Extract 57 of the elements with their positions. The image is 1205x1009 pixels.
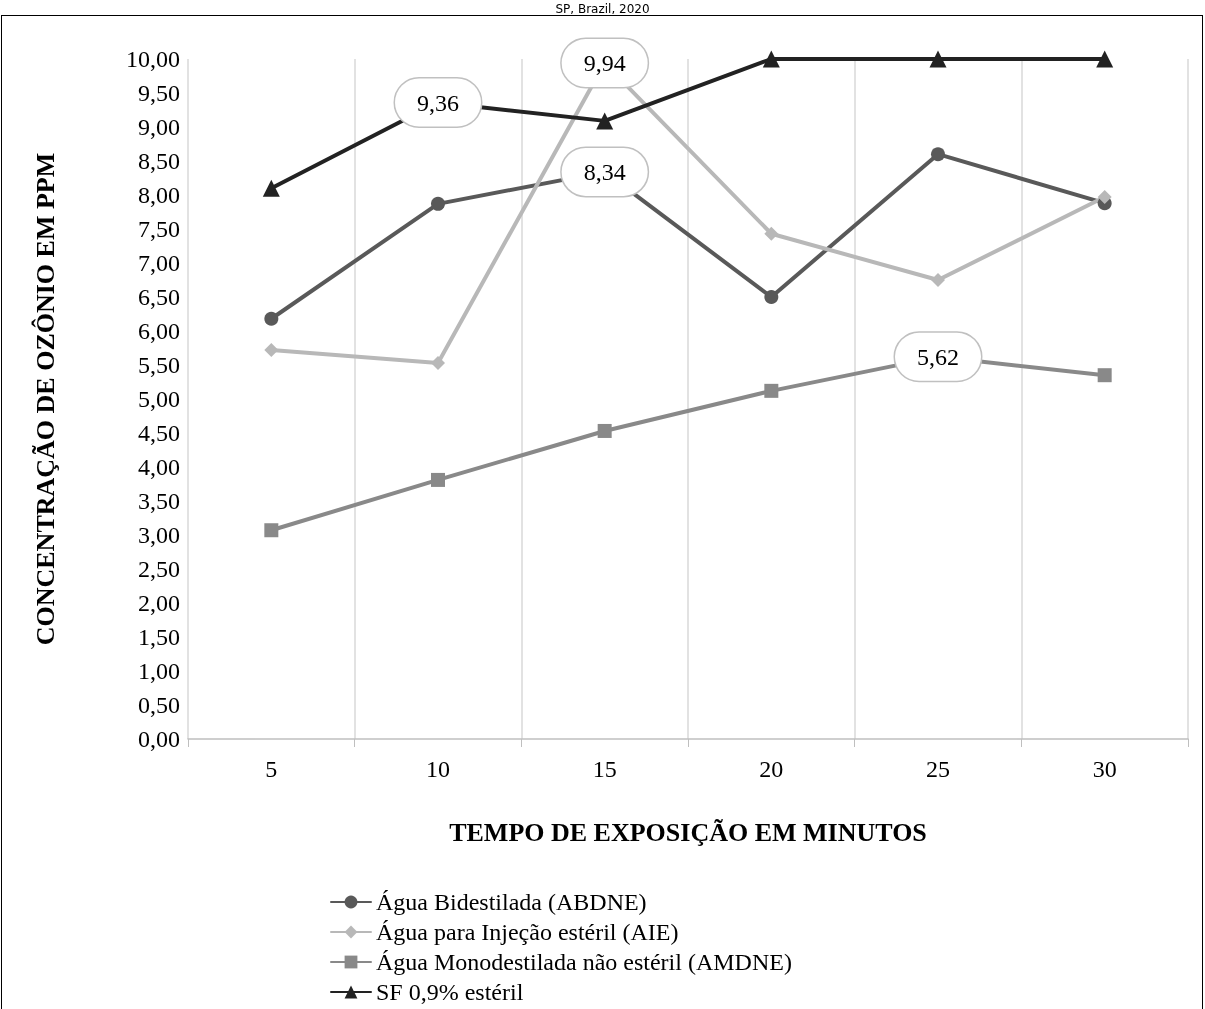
y-tick-label: 5,50 — [138, 352, 180, 378]
point — [431, 355, 445, 370]
point — [264, 343, 279, 358]
legend-label: SF 0,9% estéril — [376, 979, 524, 1005]
y-tick-label: 3,50 — [138, 488, 180, 514]
point — [264, 311, 279, 326]
x-tick-label: 10 — [426, 756, 450, 782]
y-tick-label: 2,00 — [138, 590, 180, 616]
y-tick-label: 0,00 — [138, 726, 180, 752]
y-tick-label: 10,00 — [126, 46, 180, 72]
y-tick-label: 9,00 — [138, 114, 180, 140]
point — [929, 50, 947, 68]
y-tick-label: 0,50 — [138, 692, 180, 718]
point — [1096, 50, 1114, 68]
point — [431, 472, 445, 487]
y-tick-label: 1,50 — [138, 624, 180, 650]
point — [931, 273, 945, 287]
point — [596, 112, 614, 130]
point — [931, 147, 945, 162]
data-label: 9,36 — [417, 89, 459, 116]
point — [764, 226, 779, 241]
x-tick-label: 15 — [592, 756, 617, 782]
y-tick-label: 6,00 — [138, 318, 180, 344]
y-tick-label: 4,00 — [138, 454, 180, 480]
y-tick-label: 4,50 — [138, 420, 180, 446]
legend-label: Água Bidestilada (ABDNE) — [376, 889, 647, 915]
point — [764, 290, 779, 304]
data-label: 8,34 — [583, 158, 626, 185]
point — [1097, 368, 1112, 383]
y-tick-label: 2,50 — [138, 556, 180, 582]
y-tick-label: 8,50 — [138, 148, 180, 174]
y-tick-label: 9,50 — [138, 80, 180, 106]
x-tick-label: 25 — [926, 756, 950, 782]
point — [764, 383, 779, 398]
chart-subtitle: SP, Brazil, 2020 — [555, 2, 650, 16]
y-tick-label: 7,50 — [138, 216, 180, 242]
y-tick-label: 8,00 — [138, 182, 180, 208]
point — [762, 50, 780, 68]
x-axis-title: TEMPO DE EXPOSIÇÃO EM MINUTOS — [449, 817, 927, 847]
y-tick-label: 7,00 — [138, 250, 180, 276]
x-tick-label: 30 — [1092, 756, 1117, 782]
y-tick-label: 6,50 — [138, 284, 180, 310]
data-label: 9,94 — [583, 50, 626, 77]
point — [262, 179, 280, 197]
point — [597, 423, 612, 438]
x-tick-label: 20 — [759, 756, 784, 782]
y-tick-label: 3,00 — [138, 522, 180, 548]
point — [1097, 190, 1112, 205]
y-tick-label: 1,00 — [138, 658, 180, 684]
y-axis-title: CONCENTRAÇÃO DE OZÔNIO EM PPM — [30, 152, 60, 646]
point — [264, 523, 279, 538]
legend-label: Água para Injeção estéril (AIE) — [376, 919, 679, 945]
x-tick-label: 5 — [265, 756, 278, 782]
data-label: 5,62 — [917, 343, 959, 370]
point — [431, 196, 445, 211]
y-tick-label: 5,00 — [138, 386, 180, 412]
legend-label: Água Monodestilada não estéril (AMDNE) — [376, 949, 792, 975]
